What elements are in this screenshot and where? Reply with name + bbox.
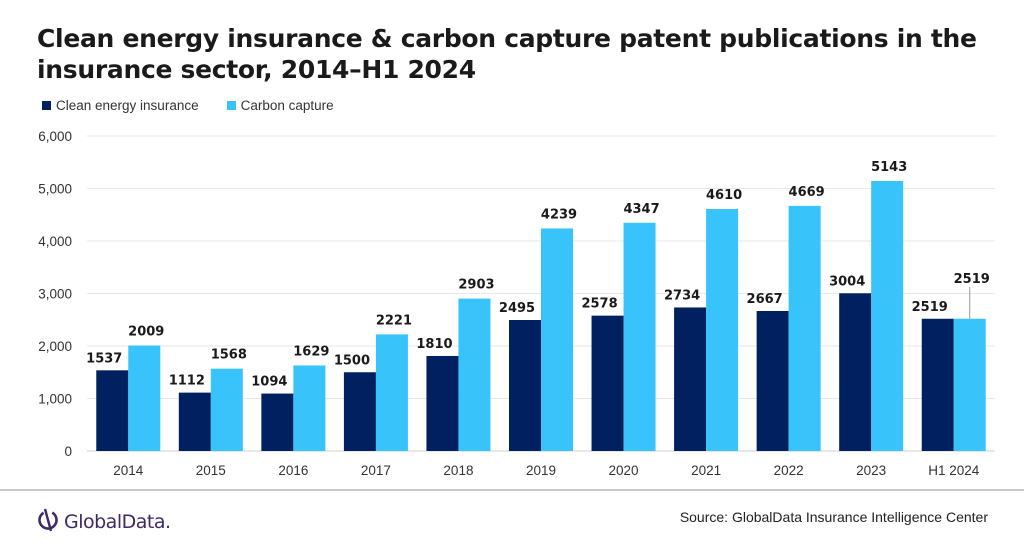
bar-clean-energy: [921, 318, 954, 451]
legend-label-carbon-capture: Carbon capture: [240, 98, 334, 113]
bar-clean-energy: [343, 372, 376, 451]
legend-swatch-carbon-capture: [226, 101, 236, 110]
bar-carbon-capture: [128, 345, 161, 451]
data-label-clean-energy: 1810: [416, 337, 452, 352]
y-tick-label: 5,000: [38, 182, 72, 197]
y-tick-label: 3,000: [38, 287, 72, 302]
legend-item-clean-energy: Clean energy insurance: [42, 98, 199, 113]
legend-label-clean-energy: Clean energy insurance: [56, 98, 199, 113]
logo-text: GlobalData.: [64, 510, 171, 533]
y-tick-label: 1,000: [38, 392, 72, 407]
legend-item-carbon-capture: Carbon capture: [226, 98, 334, 113]
data-label-carbon-capture: 2009: [128, 325, 164, 340]
globaldata-logo: GlobalData.: [36, 506, 171, 537]
bar-clean-energy: [261, 393, 294, 451]
bar-carbon-capture: [375, 334, 408, 451]
data-label-clean-energy: 1112: [169, 374, 205, 389]
x-tick-label: 2021: [691, 463, 721, 478]
data-label-carbon-capture: 4610: [706, 188, 742, 203]
legend-swatch-clean-energy: [42, 101, 51, 110]
bar-carbon-capture: [623, 222, 656, 451]
data-label-clean-energy: 1500: [334, 353, 370, 368]
bar-carbon-capture: [706, 208, 739, 451]
data-label-clean-energy: 2495: [499, 301, 535, 316]
chart-title: Clean energy insurance & carbon capture …: [37, 24, 977, 84]
data-label-carbon-capture: 5143: [871, 160, 907, 175]
x-tick-label: 2016: [278, 463, 308, 478]
legend: Clean energy insurance Carbon capture: [42, 98, 334, 113]
bar-carbon-capture: [541, 228, 573, 451]
data-label-carbon-capture: 2903: [458, 278, 494, 293]
data-label-clean-energy: 2578: [581, 297, 617, 312]
x-tick-label: 2023: [856, 463, 886, 478]
y-tick-label: 4,000: [38, 234, 72, 249]
y-axis-ticks: 0 1,000 2,000 3,000 4,000 5,000 6,000: [38, 129, 72, 459]
data-label-carbon-capture: 2221: [376, 313, 412, 328]
x-tick-label: 2015: [196, 463, 226, 478]
footer-divider: [0, 489, 1024, 491]
data-label-clean-energy: 1537: [86, 351, 122, 366]
y-tick-label: 0: [64, 444, 72, 459]
bar-clean-energy: [426, 355, 459, 451]
bar-carbon-capture: [210, 368, 243, 451]
bar-carbon-capture: [293, 365, 326, 451]
data-label-carbon-capture: 2519: [954, 272, 990, 287]
y-tick-label: 2,000: [38, 339, 72, 354]
bar-carbon-capture: [788, 205, 821, 451]
source-note: Source: GlobalData Insurance Intelligenc…: [679, 509, 988, 525]
x-axis-ticks: 2014 2015 2016 2017 2018 2019 2020 2021 2022 2023…: [113, 463, 979, 478]
bar-clean-energy: [674, 307, 707, 451]
x-tick-label: 2020: [609, 463, 639, 478]
bar-clean-energy: [839, 293, 872, 451]
bar-carbon-capture: [871, 180, 904, 451]
y-tick-label: 6,000: [38, 129, 72, 144]
bar-clean-energy: [591, 315, 624, 451]
data-label-carbon-capture: 4347: [623, 202, 659, 217]
bar-clean-energy: [96, 370, 129, 451]
globaldata-logo-icon: [36, 506, 60, 537]
data-label-clean-energy: 3004: [829, 274, 865, 289]
data-label-clean-energy: 2519: [912, 300, 948, 315]
data-label-carbon-capture: 1568: [211, 348, 247, 363]
data-label-clean-energy: 2734: [664, 288, 700, 303]
data-label-carbon-capture: 4669: [789, 185, 825, 200]
x-tick-label: 2018: [443, 463, 473, 478]
data-labels: 1537 2009 1112 1568 1094 1629 1500 2221 1810 2903…: [86, 160, 990, 390]
bar-carbon-capture: [458, 298, 491, 451]
x-tick-label: 2014: [113, 463, 144, 478]
x-tick-label: 2017: [361, 463, 391, 478]
x-tick-label: 2022: [774, 463, 804, 478]
bar-clean-energy: [178, 392, 211, 451]
x-tick-label: H1 2024: [928, 463, 980, 478]
bars: [96, 180, 986, 451]
data-label-clean-energy: 2667: [747, 292, 783, 307]
x-tick-label: 2019: [526, 463, 556, 478]
bar-clean-energy: [509, 320, 541, 451]
data-label-clean-energy: 1094: [251, 375, 287, 390]
data-label-carbon-capture: 1629: [293, 344, 329, 359]
bar-carbon-capture: [953, 318, 986, 451]
data-label-carbon-capture: 4239: [541, 207, 577, 222]
bar-clean-energy: [756, 310, 789, 451]
